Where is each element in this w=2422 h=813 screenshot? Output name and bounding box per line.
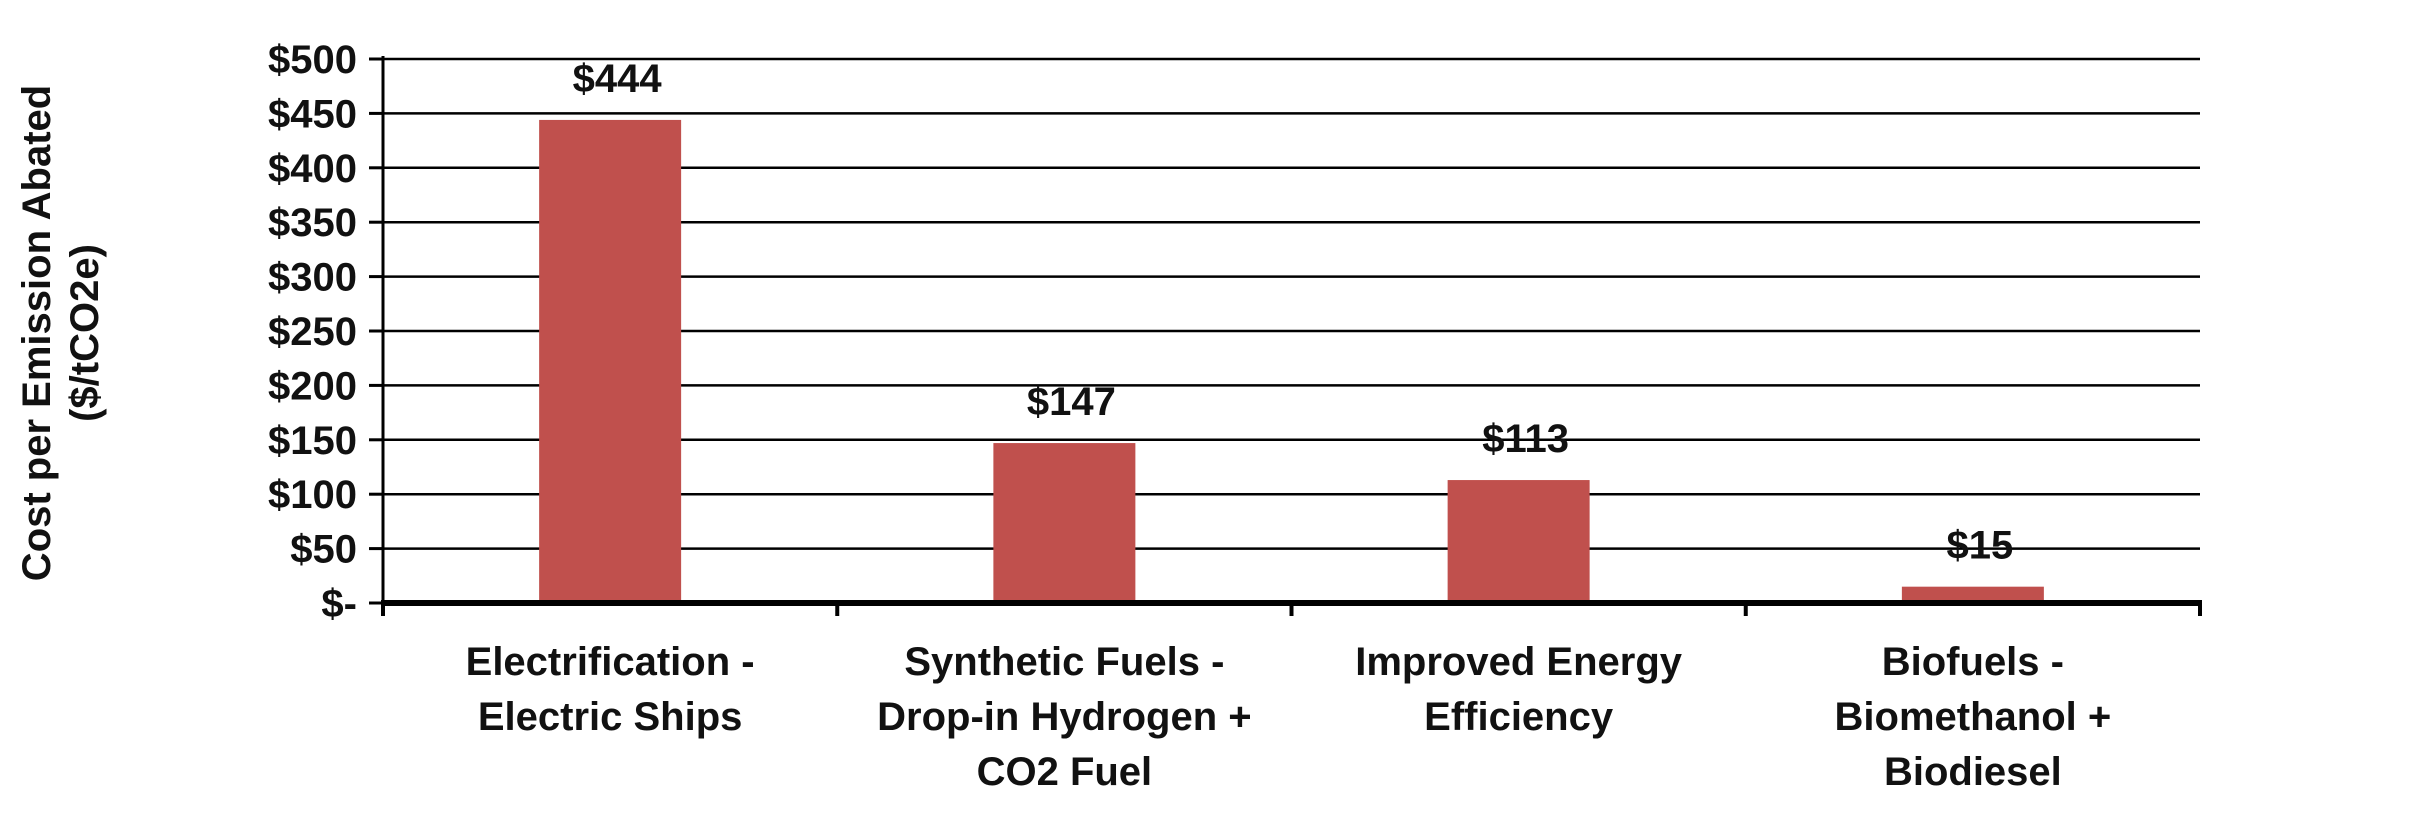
- category-label-line: Electric Ships: [478, 695, 743, 739]
- category-label-line: Biofuels -: [1882, 640, 2064, 684]
- y-tick-label: $100: [268, 473, 357, 517]
- y-axis-title: Cost per Emission Abated ($/tCO2e): [15, 85, 107, 581]
- category-label: Synthetic Fuels - Drop-in Hydrogen + CO2 F…: [877, 640, 1251, 794]
- y-tick-label: $300: [268, 256, 357, 300]
- category-label-line: Electrification -: [466, 640, 755, 684]
- category-label-line: Biomethanol +: [1835, 695, 2112, 739]
- y-tick-labels: $- $50 $100 $150 $200 $250 $300 $350 $400 $450 $50…: [268, 38, 357, 626]
- y-tick-label: $500: [268, 38, 357, 82]
- category-label: Biofuels - Biomethanol + Biodiesel: [1835, 640, 2112, 794]
- category-label-line: Drop-in Hydrogen +: [877, 695, 1251, 739]
- y-tick-label: $350: [268, 201, 357, 245]
- bar: [539, 119, 682, 603]
- category-label-line: CO2 Fuel: [977, 750, 1153, 794]
- data-labels: $444 $147 $113 $15: [573, 57, 2014, 568]
- y-tick-label: $450: [268, 92, 357, 136]
- bars: [539, 119, 2044, 603]
- y-tick-label: $250: [268, 310, 357, 354]
- y-tick-label: $-: [321, 582, 357, 626]
- category-labels: Electrification - Electric Ships Synthetic…: [466, 640, 2112, 794]
- category-label: Improved Energy Efficiency: [1355, 640, 1683, 739]
- category-label-line: Biodiesel: [1884, 750, 2062, 794]
- category-label-line: Synthetic Fuels -: [904, 640, 1224, 684]
- bar: [1901, 586, 2044, 603]
- y-tick-label: $200: [268, 364, 357, 408]
- y-tick-label: $50: [290, 528, 357, 572]
- bar: [1447, 480, 1590, 603]
- category-label-line: Efficiency: [1424, 695, 1614, 739]
- y-axis-label-line: Cost per Emission Abated: [15, 85, 59, 581]
- data-label: $15: [1947, 524, 2014, 568]
- y-tick-label: $150: [268, 419, 357, 463]
- data-label: $113: [1482, 417, 1569, 461]
- y-axis-label: Cost per Emission Abated ($/tCO2e): [15, 85, 107, 581]
- data-label: $444: [573, 57, 663, 101]
- y-tick-label: $400: [268, 147, 357, 191]
- category-label: Electrification - Electric Ships: [466, 640, 755, 739]
- bar: [993, 443, 1136, 603]
- gridlines: [383, 57, 2200, 550]
- y-axis-label-line: ($/tCO2e): [63, 244, 107, 422]
- axes: [369, 56, 2202, 616]
- data-label: $147: [1027, 380, 1116, 424]
- category-label-line: Improved Energy: [1355, 640, 1683, 684]
